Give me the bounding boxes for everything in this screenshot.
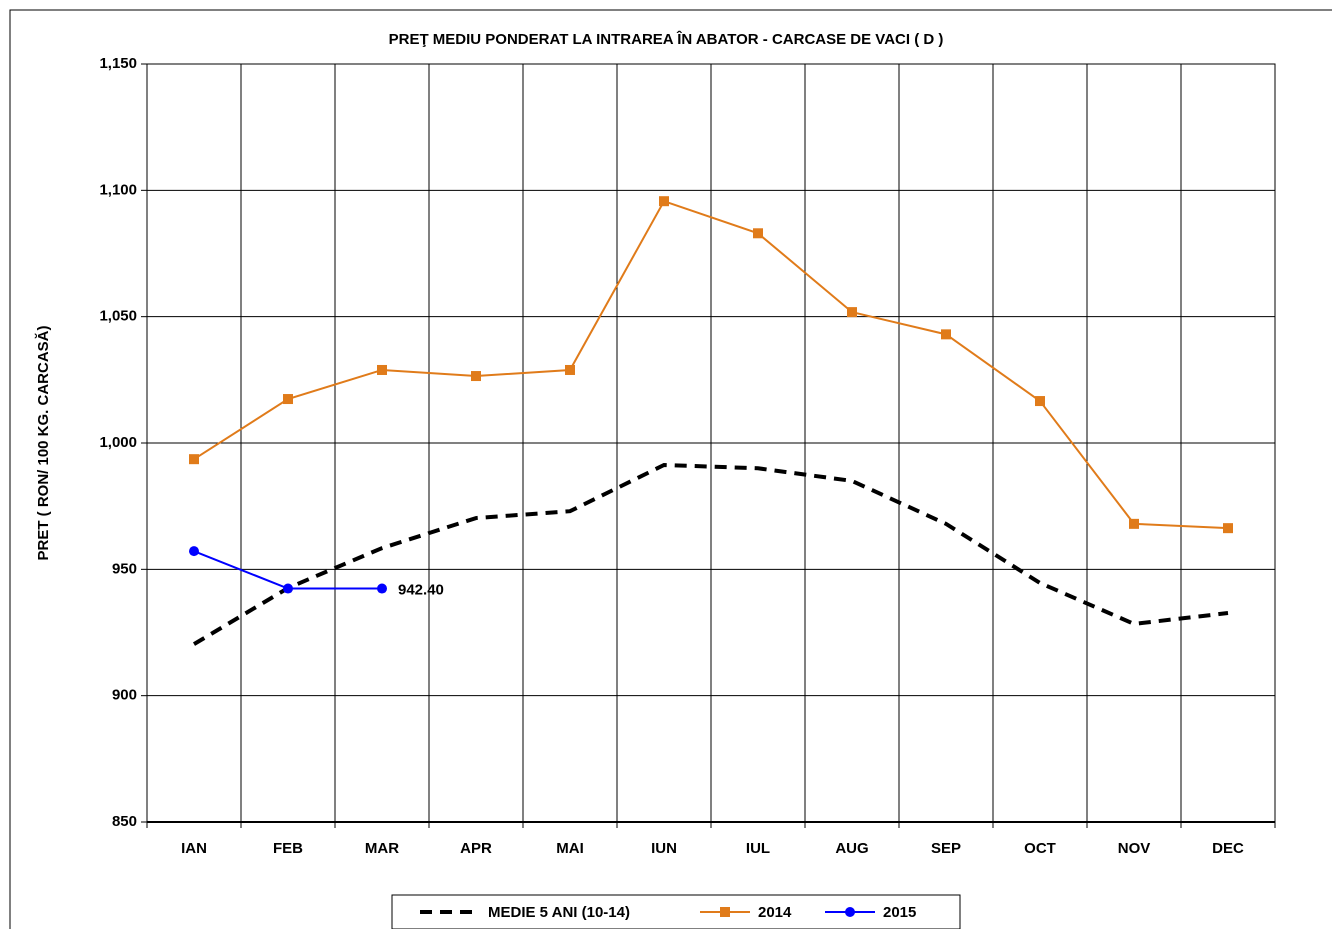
y-tick-label: 1,050 (99, 308, 137, 325)
y-tick-label: 950 (112, 560, 137, 577)
marker (283, 394, 293, 405)
marker (283, 583, 293, 594)
legend-box (391, 894, 961, 930)
x-tick-label: FEB (273, 840, 303, 857)
marker (847, 307, 857, 318)
x-tick-label: IUN (651, 840, 677, 857)
marker (1035, 396, 1045, 407)
series-line (193, 199, 1229, 530)
legend-label: MEDIE 5 ANI (10-14) (488, 904, 630, 921)
legend-label: 2014 (758, 904, 792, 921)
marker (941, 329, 951, 340)
x-tick-label: IUL (746, 840, 770, 857)
frame (9, 9, 1332, 934)
marker (189, 546, 199, 557)
marker (471, 371, 481, 382)
y-tick-label: 1,000 (99, 434, 137, 451)
legend: MEDIE 5 ANI (10-14) 2014 2015 (391, 894, 961, 930)
marker (1129, 518, 1139, 529)
x-tick-label: OCT (1024, 840, 1056, 857)
marker (565, 364, 575, 375)
x-tick-label: DEC (1212, 840, 1244, 857)
chart-title: PREŢ MEDIU PONDERAT LA INTRAREA ÎN ABATO… (389, 30, 944, 48)
y-tick-label: 1,150 (99, 55, 137, 72)
marker (659, 196, 669, 207)
marker (377, 583, 387, 594)
x-tick-label: AUG (835, 840, 868, 857)
data-label: 942.40 (398, 582, 444, 599)
x-tick-label: SEP (931, 840, 961, 857)
y-axis-title: PRET ( RON/ 100 KG. CARCASĂ) (35, 325, 52, 560)
legend-label: 2015 (883, 904, 916, 921)
legend-marker (720, 907, 730, 917)
series-line (192, 462, 1229, 646)
y-tick-label: 900 (112, 687, 137, 704)
x-tick-label: NOV (1118, 840, 1151, 857)
x-tick-label: IAN (181, 840, 207, 857)
y-tick-label: 850 (112, 813, 137, 830)
marker (1223, 523, 1233, 534)
x-tick-label: APR (460, 840, 492, 857)
marker (753, 228, 763, 239)
x-tick-label: MAR (365, 840, 399, 857)
x-tick-label: MAI (556, 840, 584, 857)
marker (377, 364, 387, 375)
marker (189, 454, 199, 465)
y-tick-label: 1,100 (99, 181, 137, 198)
legend-marker (845, 907, 855, 917)
